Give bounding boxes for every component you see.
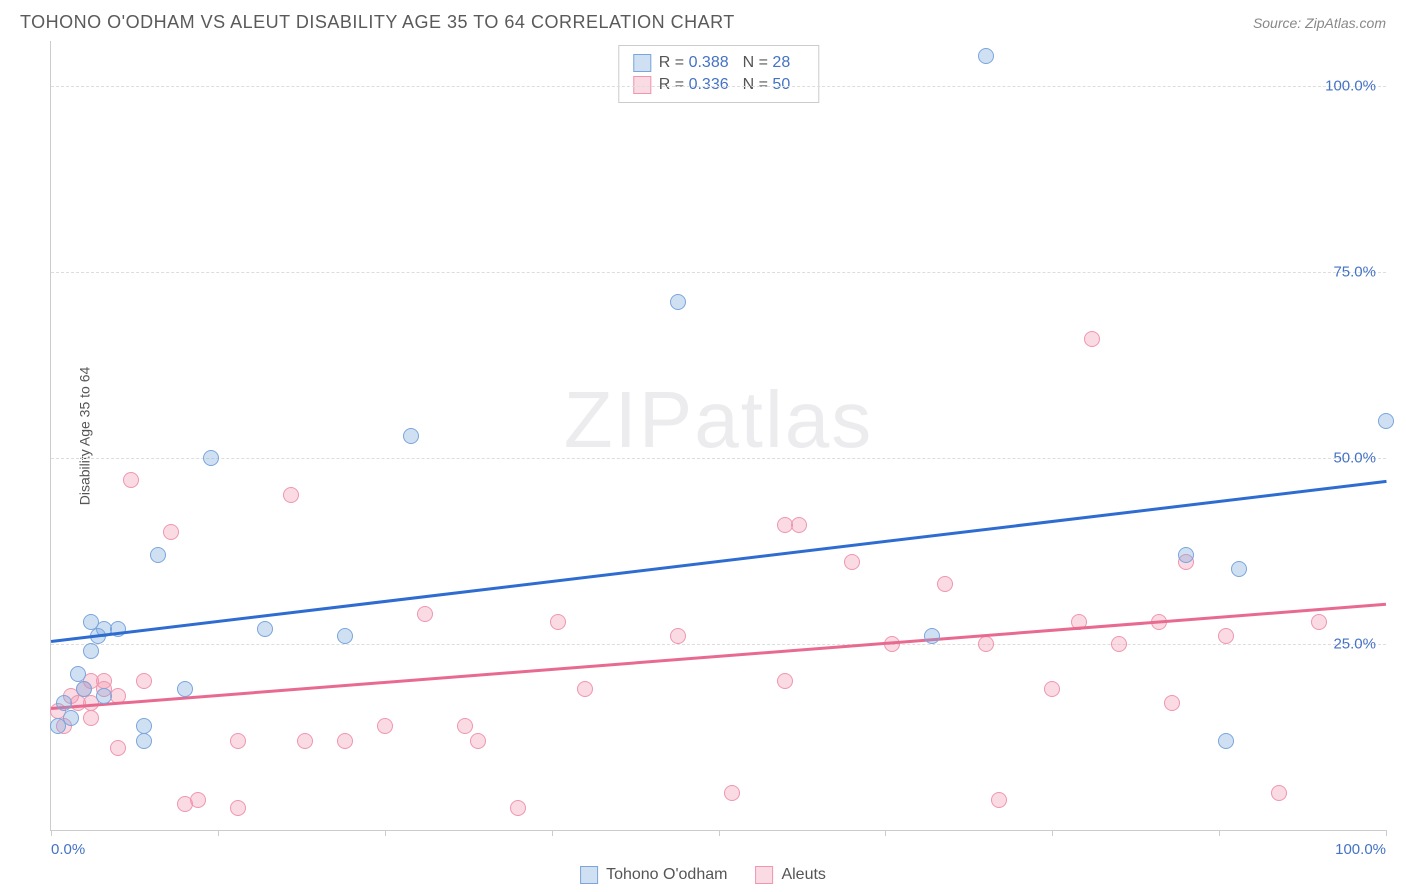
x-tick-label: 100.0%: [1335, 841, 1386, 858]
data-point: [670, 628, 686, 644]
data-point: [70, 666, 86, 682]
data-point: [1111, 636, 1127, 652]
data-point: [1044, 681, 1060, 697]
data-point: [724, 785, 740, 801]
data-point: [83, 643, 99, 659]
data-point: [403, 428, 419, 444]
data-point: [550, 614, 566, 630]
data-point: [337, 733, 353, 749]
data-point: [777, 673, 793, 689]
legend-stats: R = 0.388N = 28: [659, 54, 804, 72]
data-point: [978, 48, 994, 64]
data-point: [177, 681, 193, 697]
legend-swatch: [580, 866, 598, 884]
source-attribution: Source: ZipAtlas.com: [1253, 15, 1386, 31]
x-tick: [1386, 830, 1387, 836]
data-point: [136, 718, 152, 734]
y-tick-label: 50.0%: [1333, 449, 1376, 466]
data-point: [457, 718, 473, 734]
gridline-h: [51, 272, 1386, 273]
series-legend-item: Aleuts: [755, 866, 825, 884]
data-point: [1218, 628, 1234, 644]
data-point: [63, 710, 79, 726]
legend-row: R = 0.388N = 28: [633, 52, 804, 74]
x-tick: [1052, 830, 1053, 836]
data-point: [203, 450, 219, 466]
data-point: [417, 606, 433, 622]
y-tick-label: 75.0%: [1333, 263, 1376, 280]
gridline-h: [51, 86, 1386, 87]
data-point: [297, 733, 313, 749]
data-point: [1164, 695, 1180, 711]
plot-area: ZIPatlas R = 0.388N = 28R = 0.336N = 50 …: [50, 41, 1386, 831]
data-point: [83, 710, 99, 726]
data-point: [110, 740, 126, 756]
y-tick-label: 25.0%: [1333, 635, 1376, 652]
series-legend: Tohono O'odham Aleuts: [580, 866, 826, 884]
x-tick: [51, 830, 52, 836]
gridline-h: [51, 644, 1386, 645]
data-point: [577, 681, 593, 697]
data-point: [230, 733, 246, 749]
x-tick-label: 0.0%: [51, 841, 85, 858]
data-point: [1084, 331, 1100, 347]
data-point: [136, 733, 152, 749]
data-point: [1271, 785, 1287, 801]
data-point: [163, 524, 179, 540]
data-point: [1311, 614, 1327, 630]
series-name: Aleuts: [781, 866, 825, 884]
x-tick: [218, 830, 219, 836]
data-point: [924, 628, 940, 644]
x-tick: [1219, 830, 1220, 836]
x-tick: [385, 830, 386, 836]
chart-container: Disability Age 35 to 64 ZIPatlas R = 0.3…: [50, 41, 1386, 831]
x-tick: [719, 830, 720, 836]
x-tick: [885, 830, 886, 836]
x-tick: [552, 830, 553, 836]
data-point: [123, 472, 139, 488]
data-point: [510, 800, 526, 816]
data-point: [190, 792, 206, 808]
data-point: [283, 487, 299, 503]
data-point: [1218, 733, 1234, 749]
data-point: [1178, 547, 1194, 563]
data-point: [337, 628, 353, 644]
data-point: [257, 621, 273, 637]
data-point: [470, 733, 486, 749]
legend-swatch: [755, 866, 773, 884]
watermark: ZIPatlas: [564, 374, 873, 466]
trend-line: [51, 603, 1386, 710]
data-point: [844, 554, 860, 570]
chart-title: TOHONO O'ODHAM VS ALEUT DISABILITY AGE 3…: [20, 12, 735, 33]
data-point: [670, 294, 686, 310]
series-name: Tohono O'odham: [606, 866, 727, 884]
data-point: [230, 800, 246, 816]
data-point: [991, 792, 1007, 808]
y-tick-label: 100.0%: [1325, 77, 1376, 94]
series-legend-item: Tohono O'odham: [580, 866, 727, 884]
data-point: [136, 673, 152, 689]
data-point: [377, 718, 393, 734]
gridline-h: [51, 458, 1386, 459]
data-point: [937, 576, 953, 592]
data-point: [1231, 561, 1247, 577]
data-point: [791, 517, 807, 533]
legend-swatch: [633, 54, 651, 72]
data-point: [56, 695, 72, 711]
data-point: [76, 681, 92, 697]
correlation-legend: R = 0.388N = 28R = 0.336N = 50: [618, 45, 819, 103]
data-point: [96, 688, 112, 704]
data-point: [150, 547, 166, 563]
data-point: [978, 636, 994, 652]
data-point: [1378, 413, 1394, 429]
